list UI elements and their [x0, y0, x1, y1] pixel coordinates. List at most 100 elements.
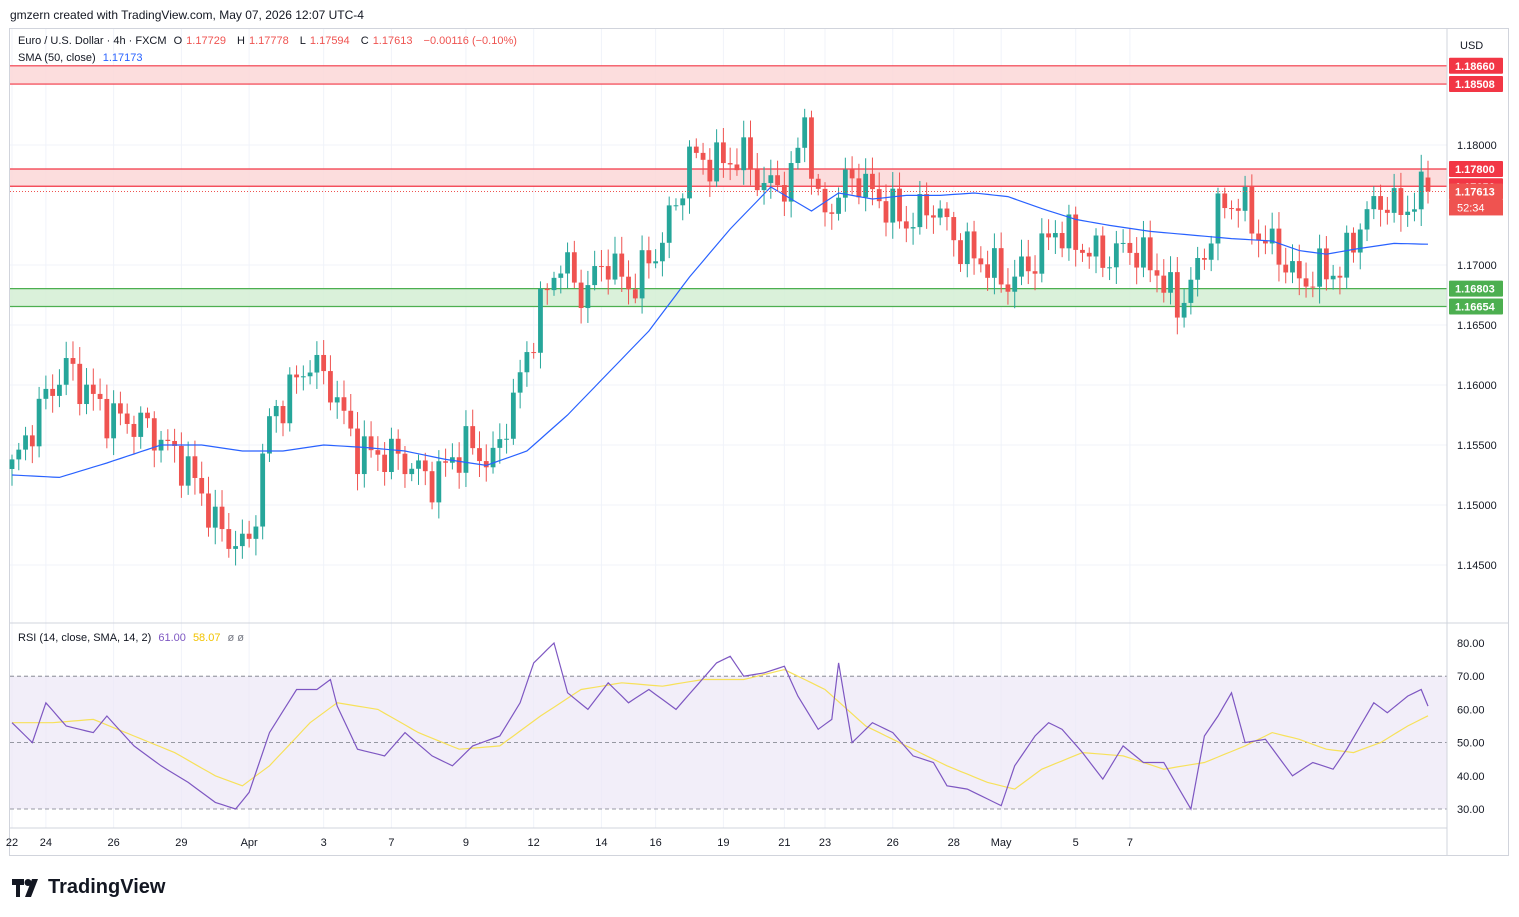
zone-label-bg — [1449, 161, 1503, 177]
last-price-label: 1.17613 — [1455, 186, 1495, 198]
candle-body — [1235, 208, 1241, 211]
candle-body — [551, 277, 557, 291]
candle-body — [280, 406, 286, 424]
candle-body — [544, 288, 550, 291]
candle-body — [29, 435, 35, 447]
candle-body — [1249, 187, 1255, 234]
candle-body — [429, 471, 435, 503]
candle-body — [470, 426, 476, 449]
rsi-extra: ø ø — [227, 632, 245, 644]
candle-body — [16, 449, 22, 460]
candle-body — [97, 393, 103, 399]
rsi-label: RSI (14, close, SMA, 14, 2) — [18, 632, 152, 644]
candle-body — [761, 182, 767, 191]
candle-body — [118, 403, 123, 414]
candle-body — [368, 436, 374, 451]
candle-body — [1202, 258, 1207, 260]
candle-body — [1052, 233, 1058, 238]
rsi-legend[interactable]: RSI (14, close, SMA, 14, 2) 61.00 58.07 … — [18, 632, 248, 644]
candle-body — [1425, 177, 1431, 192]
candle-body — [720, 142, 726, 164]
candle-body — [1147, 237, 1153, 271]
candle-body — [727, 163, 733, 165]
candle-body — [741, 137, 747, 171]
candle-body — [1229, 208, 1234, 210]
candle-body — [1337, 275, 1343, 278]
candle-body — [1059, 233, 1065, 249]
rsi-sma-line — [12, 668, 1429, 790]
candle-body — [199, 477, 205, 494]
zone-resistance — [10, 65, 1447, 85]
candle-body — [646, 250, 652, 264]
rsi-axis: 80.00 70.00 60.00 50.00 40.00 30.00 — [1457, 638, 1485, 816]
rsi-panel — [10, 641, 1447, 811]
candle-body — [815, 178, 821, 189]
candle-body — [951, 217, 957, 241]
symbol-name[interactable]: Euro / U.S. Dollar · 4h · FXCM — [18, 35, 167, 47]
candle-body — [558, 273, 564, 278]
candle-body — [1344, 232, 1350, 278]
candle-body — [1208, 243, 1214, 260]
candle-body — [307, 372, 313, 377]
candle-body — [1032, 271, 1038, 274]
time-tick-label: 7 — [388, 837, 394, 849]
candle-body — [1384, 209, 1390, 213]
candle-body — [443, 461, 449, 463]
tradingview-logo[interactable]: TradingView — [12, 876, 165, 899]
change-value: −0.00116 (−0.10%) — [423, 35, 517, 47]
candle-body — [192, 456, 198, 478]
candle-body — [1168, 272, 1173, 293]
candle-body — [1296, 261, 1302, 279]
rsi-tick-label: 60.00 — [1457, 704, 1485, 716]
time-tick-label: 12 — [528, 837, 540, 849]
currency-label[interactable]: USD — [1460, 40, 1483, 52]
candle-body — [355, 428, 360, 475]
candle-body — [1141, 237, 1146, 268]
candle-body — [328, 371, 333, 403]
candle-body — [341, 397, 347, 411]
candle-body — [389, 438, 394, 473]
time-tick-label: May — [991, 837, 1012, 849]
candle-body — [1107, 267, 1112, 269]
candle-body — [348, 410, 354, 429]
candle-body — [917, 194, 923, 228]
candle-body — [531, 352, 537, 354]
sma-legend[interactable]: SMA (50, close) 1.17173 — [18, 52, 146, 64]
candle-body — [707, 159, 713, 182]
candle-body — [632, 289, 638, 299]
candle-body — [287, 374, 293, 424]
candle-body — [931, 215, 936, 218]
candle-body — [1283, 264, 1289, 273]
candle-body — [1242, 187, 1248, 211]
candle-body — [524, 352, 530, 373]
time-tick-label: 23 — [819, 837, 831, 849]
candle-body — [1371, 196, 1377, 210]
countdown-label: 52:34 — [1457, 202, 1485, 214]
rsi-sma-value: 58.07 — [192, 632, 221, 644]
candle-body — [944, 208, 950, 218]
candle-body — [43, 388, 49, 399]
candle-body — [504, 438, 509, 440]
candle-body — [565, 252, 570, 274]
ohlc-low: L 1.17594 — [299, 35, 350, 47]
candle-body — [402, 453, 408, 475]
candle-body — [958, 240, 963, 265]
candle-body — [422, 460, 428, 472]
candle-body — [1120, 242, 1126, 244]
candle-body — [1351, 232, 1356, 253]
candle-body — [212, 506, 218, 528]
candle-body — [660, 242, 665, 262]
candle-body — [1174, 272, 1180, 318]
zone-support — [10, 288, 1447, 307]
zone-label-bg — [1449, 76, 1503, 93]
zone-label: 1.17800 — [1455, 164, 1495, 176]
price-tick-label: 1.15000 — [1457, 500, 1497, 512]
candle-body — [605, 266, 611, 280]
candle-body — [883, 201, 889, 223]
candle-body — [409, 468, 415, 475]
zone-label: 1.18508 — [1455, 79, 1495, 91]
rsi-tick-label: 70.00 — [1457, 671, 1485, 683]
rsi-tick-label: 80.00 — [1457, 638, 1485, 650]
rsi-tick-label: 30.00 — [1457, 804, 1485, 816]
